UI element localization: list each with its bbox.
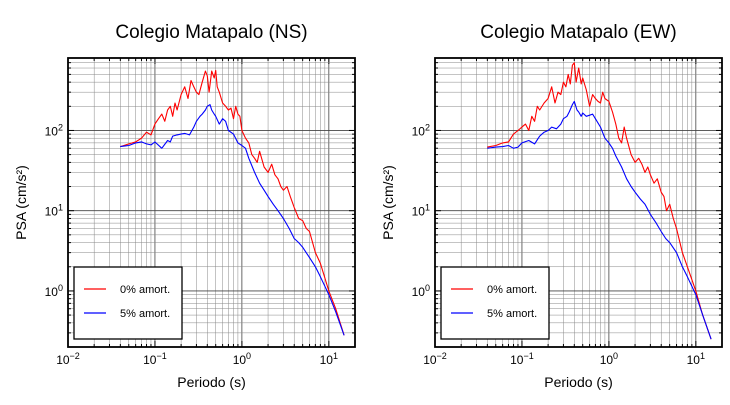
legend-box <box>440 266 550 340</box>
y-tick-label: 102 <box>412 122 430 138</box>
series-line-damping-5 <box>120 104 345 336</box>
x-tick-label: 101 <box>687 351 705 367</box>
legend-label: 0% amort. <box>120 284 170 296</box>
y-axis-label: PSA (cm/s²) <box>13 165 29 240</box>
y-axis-label: PSA (cm/s²) <box>380 165 396 240</box>
x-axis-label: Periodo (s) <box>544 374 612 390</box>
y-tick-label: 101 <box>45 203 63 219</box>
legend-box <box>73 266 183 340</box>
legend-label: 0% amort. <box>487 284 537 296</box>
chart-title: Colegio Matapalo (EW) <box>480 22 676 43</box>
plot-frame <box>67 57 356 348</box>
series-line-damping-0 <box>487 62 712 340</box>
x-tick-label: 10−1 <box>143 351 167 367</box>
x-tick-label: 100 <box>600 351 618 367</box>
y-tick-label: 100 <box>45 283 63 299</box>
x-tick-label: 10−2 <box>423 351 447 367</box>
x-tick-label: 10−2 <box>56 351 80 367</box>
legend-label: 5% amort. <box>487 308 537 320</box>
legend: 0% amort. 5% amort. <box>440 266 550 340</box>
y-tick-label: 101 <box>412 203 430 219</box>
legend-label: 5% amort. <box>120 308 170 320</box>
y-tick-label: 100 <box>412 283 430 299</box>
chart-title: Colegio Matapalo (NS) <box>115 22 307 43</box>
plot-frame <box>434 57 723 348</box>
chart-ns: 10−2 10−1 100 101 100 101 102 Colegio Matapalo … <box>13 22 356 390</box>
series-line-damping-0 <box>120 69 345 336</box>
x-tick-label: 100 <box>233 351 251 367</box>
y-tick-label: 102 <box>45 122 63 138</box>
x-tick-label: 101 <box>320 351 338 367</box>
x-tick-label: 10−1 <box>510 351 534 367</box>
chart-ew: 10−2 10−1 100 101 100 101 102 Colegio Matapalo … <box>380 22 723 390</box>
x-axis-label: Periodo (s) <box>177 374 245 390</box>
series-line-damping-5 <box>487 100 712 340</box>
legend: 0% amort. 5% amort. <box>73 266 183 340</box>
